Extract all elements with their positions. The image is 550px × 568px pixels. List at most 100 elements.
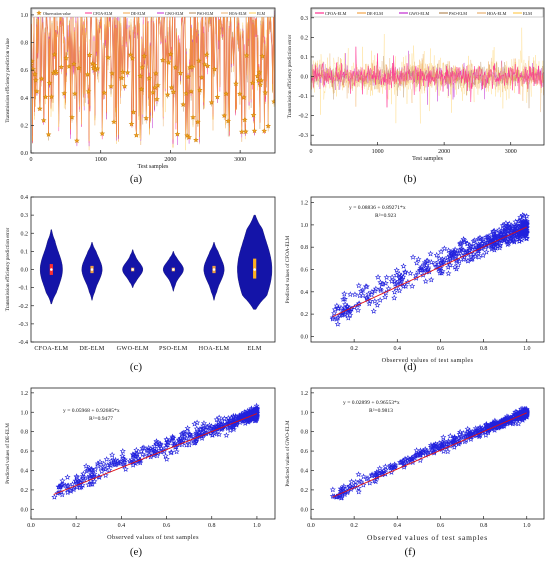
y-tick-label: 1.0: [21, 13, 29, 19]
observation-point: [66, 63, 72, 69]
y-tick-label: 0.8: [21, 41, 29, 47]
observation-point: [63, 55, 69, 61]
panel-b: CFOA-ELM DE-ELM GWO-ELM PSO-ELM HOA-ELM ELM 0 1…: [286, 7, 545, 185]
data-point-star: [348, 478, 355, 485]
observation-point: [127, 51, 134, 58]
data-point-star: [518, 236, 525, 243]
data-point-star: [338, 494, 345, 501]
data-point-star: [382, 280, 389, 286]
data-point-star: [341, 489, 348, 496]
data-point-star: [73, 474, 80, 481]
legend-entry: Observation value: [43, 12, 71, 16]
violin-median: [50, 268, 53, 271]
data-point-star: [427, 441, 435, 448]
data-point-star: [502, 228, 509, 235]
observation-point: [208, 99, 215, 105]
observation-point: [249, 79, 256, 86]
data-point-star: [514, 222, 521, 229]
data-point-star: [64, 474, 71, 480]
observation-point: [46, 80, 53, 86]
data-point-star: [194, 419, 201, 426]
data-point-star: [88, 471, 95, 477]
y-tick-label: 0.2: [21, 488, 29, 494]
observation-point: [186, 134, 192, 140]
data-point-star: [241, 409, 248, 415]
data-point-star: [388, 469, 395, 475]
x-tick-label: 0.4: [118, 523, 126, 529]
y-tick-label: 0.3: [301, 16, 309, 22]
data-point-star: [193, 425, 200, 432]
data-point-star: [163, 456, 170, 462]
regression-equation: y = 0.02899 + 0.96553*x: [343, 400, 400, 406]
observation-point: [38, 75, 45, 82]
data-point-star: [523, 409, 530, 416]
data-point-star: [445, 256, 452, 263]
observation-point: [250, 112, 257, 118]
data-point-star: [472, 253, 479, 260]
data-point-star: [522, 406, 529, 412]
data-point-star: [393, 267, 400, 273]
data-point-star: [447, 261, 454, 268]
observation-point: [258, 77, 265, 83]
data-point-star: [441, 245, 448, 252]
data-point-star: [457, 239, 464, 246]
data-point-star: [98, 468, 105, 474]
observation-point: [86, 51, 93, 58]
data-point-star: [496, 226, 503, 233]
data-point-star: [465, 257, 472, 264]
data-point-star: [458, 246, 465, 253]
data-point-star: [377, 287, 384, 294]
observation-point: [211, 66, 218, 72]
data-point-star: [391, 294, 398, 301]
y-axis-label: Predicted values of CFOA-ELM: [284, 235, 291, 303]
data-point-star: [466, 244, 473, 251]
data-point-star: [415, 256, 422, 262]
observation-point: [33, 77, 39, 83]
data-point-star: [351, 291, 358, 298]
legend-entry: HOA-ELM: [229, 12, 247, 16]
data-point-star: [422, 278, 429, 284]
data-point-star: [130, 452, 137, 459]
data-point-star: [479, 236, 487, 242]
data-point-star: [488, 245, 495, 252]
data-point-star: [455, 250, 462, 256]
x-tick-label: 0.8: [480, 346, 488, 352]
data-point-star: [511, 238, 518, 245]
data-point-star: [382, 289, 389, 296]
data-point-star: [351, 303, 358, 310]
data-point-star: [517, 221, 524, 228]
x-tick-label: 0.2: [350, 523, 358, 529]
data-point-star: [153, 438, 160, 444]
observation-point: [40, 117, 47, 123]
observation-point: [137, 73, 144, 79]
data-point-star: [156, 440, 163, 447]
observation-point: [121, 83, 128, 89]
y-tick-label: -0.4: [19, 340, 29, 346]
y-tick-label: 0.2: [301, 35, 309, 41]
data-point-star: [427, 250, 434, 257]
data-point-star: [382, 466, 389, 473]
data-point-star: [162, 452, 169, 459]
panel-label: (e): [130, 546, 143, 558]
x-tick-label: 3000: [234, 157, 246, 163]
data-point-star: [334, 305, 341, 312]
data-point-star: [377, 279, 384, 286]
data-point-star: [465, 429, 472, 436]
data-point-star: [346, 482, 353, 489]
data-point-star: [165, 439, 172, 445]
data-point-star: [221, 422, 228, 429]
data-point-star: [507, 414, 514, 421]
data-point-star: [168, 449, 175, 455]
y-tick-label: 0.8: [301, 245, 309, 251]
observation-point: [225, 118, 231, 124]
data-point-star: [192, 439, 199, 446]
data-point-star: [215, 431, 223, 437]
data-point-star: [216, 420, 223, 427]
data-point-star: [151, 443, 158, 449]
data-point-star: [383, 274, 390, 280]
data-point-star: [445, 438, 452, 444]
data-point-star: [216, 414, 223, 421]
observation-point: [94, 65, 101, 72]
data-point-star: [501, 416, 508, 422]
data-point-star: [377, 285, 384, 292]
